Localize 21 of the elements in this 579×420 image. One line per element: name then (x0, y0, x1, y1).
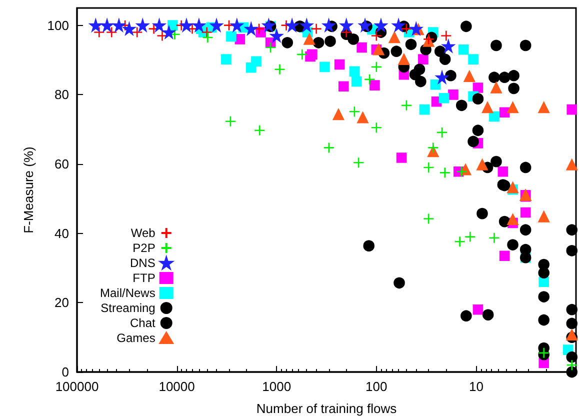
legend-label: Mail/News (100, 286, 156, 300)
x-tick-label: 100 (366, 379, 388, 394)
legend-label: Web (130, 226, 156, 240)
x-axis-title: Number of training flows (256, 401, 398, 416)
x-tick-label: 10000 (158, 379, 195, 394)
x-tick-label: 1000 (262, 379, 292, 394)
y-tick-label: 60 (54, 156, 69, 172)
y-tick-label: 20 (54, 295, 69, 310)
x-tick-label: 100000 (55, 379, 99, 394)
y-axis-title: F-Measure (%) (21, 146, 36, 234)
legend-label: FTP (132, 271, 156, 285)
y-tick-label: 100 (47, 18, 69, 33)
y-tick-label: 40 (54, 226, 69, 241)
legend-label: P2P (132, 241, 156, 255)
y-tick-label: 80 (54, 87, 69, 102)
legend-label: DNS (130, 256, 156, 270)
legend-label: Streaming (100, 301, 156, 315)
y-tick-label: 0 (62, 364, 69, 380)
legend-label: Chat (130, 316, 156, 330)
legend-label: Games (116, 331, 156, 345)
x-tick-label: 10 (468, 379, 484, 394)
